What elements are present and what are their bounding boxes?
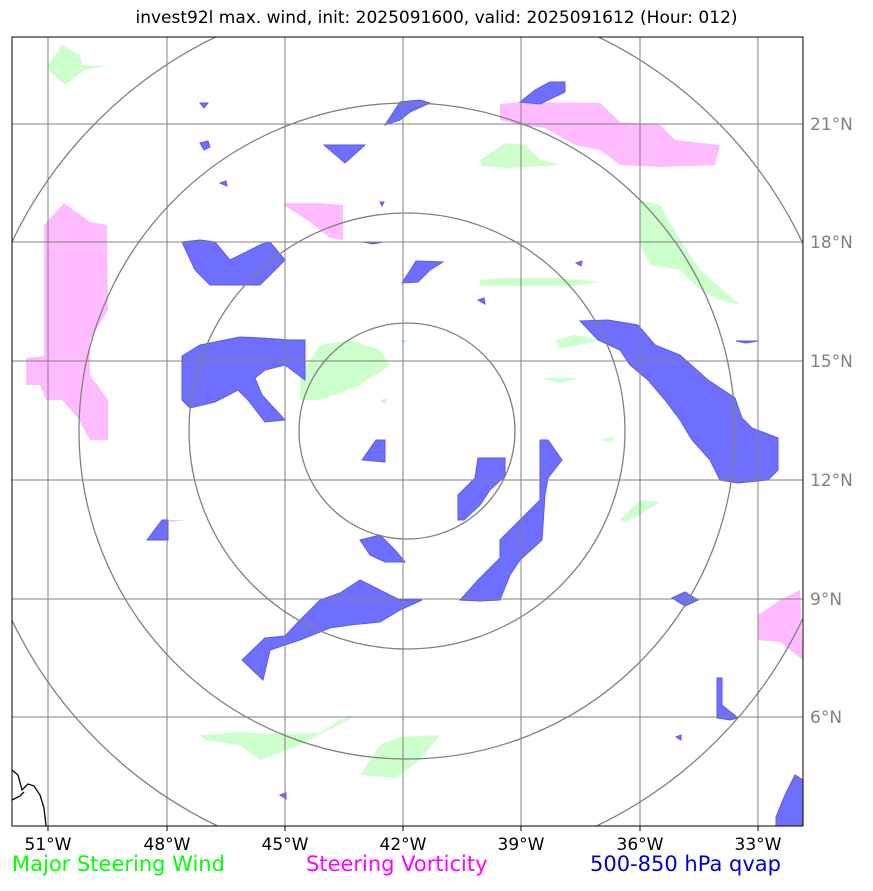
legend-steering-wind: Major Steering Wind xyxy=(12,852,225,876)
lat-label: 6°N xyxy=(810,708,842,728)
map-title: invest92l max. wind, init: 2025091600, v… xyxy=(135,8,738,28)
legend-qvap: 500-850 hPa qvap xyxy=(590,852,781,876)
lat-label: 9°N xyxy=(810,590,842,610)
graticule xyxy=(12,37,803,826)
legend-steering-vorticity: Steering Vorticity xyxy=(306,852,488,876)
lon-label: 45°W xyxy=(262,835,309,855)
lon-label: 51°W xyxy=(25,835,72,855)
lon-ticks xyxy=(47,826,759,831)
lon-label: 36°W xyxy=(617,835,664,855)
steering-wind-areas xyxy=(48,45,740,778)
lon-labels: 51°W 48°W 45°W 42°W 39°W 36°W 33°W xyxy=(25,835,782,855)
qvap-areas xyxy=(146,81,803,826)
lon-label: 48°W xyxy=(144,835,191,855)
map-frame xyxy=(11,36,804,827)
lat-label: 12°N xyxy=(810,471,853,491)
lat-labels: 21°N 18°N 15°N 12°N 9°N 6°N xyxy=(810,115,853,728)
lon-label: 33°W xyxy=(735,835,782,855)
steering-vorticity-areas xyxy=(26,102,803,660)
lon-label: 42°W xyxy=(380,835,427,855)
range-rings xyxy=(12,37,803,826)
lon-label: 39°W xyxy=(498,835,545,855)
map-layers xyxy=(12,37,803,826)
lat-label: 21°N xyxy=(810,115,853,135)
lat-label: 15°N xyxy=(810,352,853,372)
coastline xyxy=(12,769,47,826)
lat-label: 18°N xyxy=(810,233,853,253)
